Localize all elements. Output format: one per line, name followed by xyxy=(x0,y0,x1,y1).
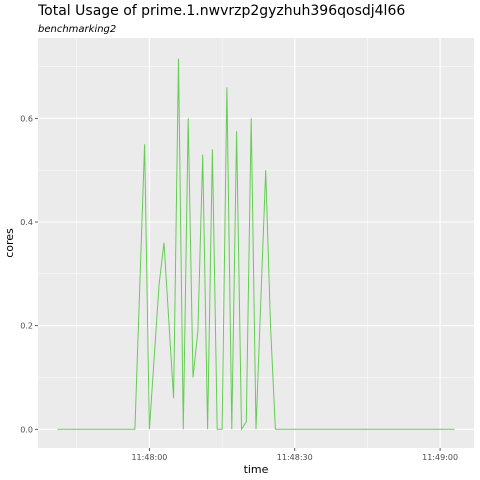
plot-panel xyxy=(38,38,474,448)
x-tick-label: 11:49:00 xyxy=(422,453,458,462)
y-axis: 0.0 0.2 0.4 0.6 xyxy=(20,114,38,434)
y-tick-label: 0.2 xyxy=(20,322,33,331)
chart-title: Total Usage of prime.1.nwvrzp2gyzhuh396q… xyxy=(37,3,405,19)
gridlines xyxy=(38,38,474,448)
x-axis: 11:48:00 11:48:30 11:49:00 xyxy=(131,448,458,462)
y-tick-label: 0.4 xyxy=(20,218,33,227)
x-axis-label: time xyxy=(244,463,269,476)
x-tick-label: 11:48:00 xyxy=(131,453,167,462)
y-tick-label: 0.6 xyxy=(20,114,33,123)
y-axis-label: cores xyxy=(3,228,16,258)
x-tick-label: 11:48:30 xyxy=(277,453,313,462)
series-line xyxy=(57,58,455,432)
y-tick-label: 0.0 xyxy=(20,425,33,434)
chart-subtitle: benchmarking2 xyxy=(38,24,116,35)
